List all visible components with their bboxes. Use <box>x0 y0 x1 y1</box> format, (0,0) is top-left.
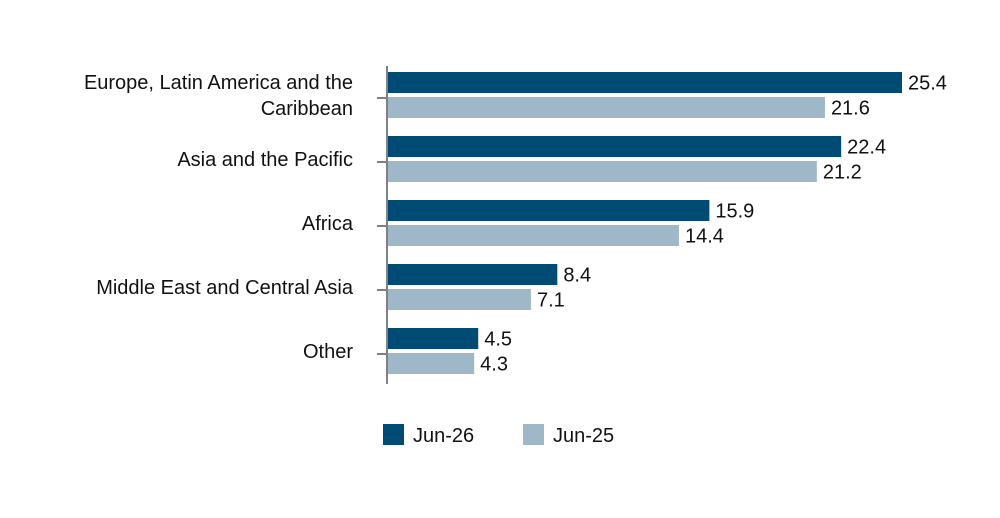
data-label: 7.1 <box>537 290 565 312</box>
data-label: 14.4 <box>685 226 724 248</box>
category-label: Middle East and Central Asia <box>96 277 354 299</box>
legend-swatch <box>383 424 404 445</box>
y-axis <box>377 66 388 384</box>
category-label: Africa <box>302 213 354 235</box>
bar-jun-26-1 <box>387 136 842 157</box>
bar-jun-25-0 <box>387 97 825 118</box>
bar-jun-26-4 <box>387 328 479 349</box>
bar-jun-25-4 <box>387 353 475 374</box>
legend-label: Jun-25 <box>553 425 614 447</box>
legend-swatch <box>523 424 544 445</box>
category-label: Other <box>303 341 353 363</box>
data-label: 22.4 <box>847 137 886 159</box>
bar-jun-26-3 <box>387 264 558 285</box>
bar-jun-25-3 <box>387 289 531 310</box>
labels-layer: 25.4 21.6 Europe, Latin America and the Car… <box>84 72 947 376</box>
bar-jun-26-0 <box>387 72 902 93</box>
data-label: 4.5 <box>484 329 512 351</box>
data-label: 21.2 <box>823 162 862 184</box>
category-label: Asia and the Pacific <box>177 149 353 171</box>
bar-jun-25-2 <box>387 225 679 246</box>
data-label: 25.4 <box>908 73 947 95</box>
legend-label: Jun-26 <box>413 425 474 447</box>
data-label: 4.3 <box>480 354 508 376</box>
data-label: 21.6 <box>831 98 870 120</box>
bar-jun-26-2 <box>387 200 710 221</box>
data-label: 8.4 <box>563 265 591 287</box>
bar-jun-25-1 <box>387 161 817 182</box>
legend: Jun-26 Jun-25 <box>383 424 614 447</box>
bars-layer <box>387 72 902 374</box>
category-label: Europe, Latin America and the Caribbean <box>84 72 353 120</box>
data-label: 15.9 <box>715 201 754 223</box>
